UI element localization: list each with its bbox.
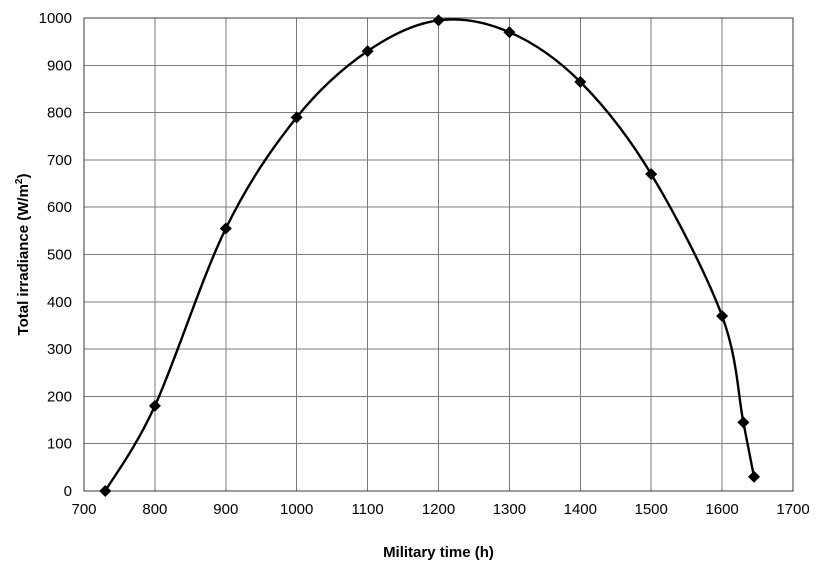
y-tick-label: 500	[47, 247, 72, 264]
x-tick-label: 1100	[351, 501, 383, 518]
x-tick-label: 1400	[564, 501, 597, 518]
data-point-marker	[432, 14, 445, 27]
x-axis-ticks: 700 800 900 1000 1100 1200 1300 1400 1500 1600 170…	[71, 501, 809, 518]
grid	[83, 17, 794, 492]
data-point-marker	[148, 399, 161, 412]
y-tick-label: 1000	[39, 10, 72, 27]
marker-group	[99, 14, 761, 497]
y-tick-label: 600	[47, 199, 72, 216]
series-line-group	[104, 18, 756, 493]
data-point-marker	[219, 222, 232, 235]
series-line	[104, 18, 756, 493]
y-axis-title-superscript: 2	[14, 178, 25, 184]
data-point-marker	[99, 485, 112, 497]
x-tick-label: 800	[142, 501, 167, 518]
x-tick-label: 700	[71, 501, 96, 518]
y-tick-label: 700	[47, 152, 72, 169]
x-tick-label: 900	[213, 501, 238, 518]
x-tick-label: 1500	[635, 501, 668, 518]
x-tick-label: 1200	[422, 501, 455, 518]
y-tick-label: 800	[47, 105, 72, 122]
y-tick-label: 100	[47, 436, 72, 453]
y-axis-ticks: 0 100 200 300 400 500 600 700 800 900 1000	[39, 10, 72, 500]
data-point-marker	[716, 309, 729, 322]
data-point-marker	[737, 416, 750, 429]
y-axis-title-main: Total irradiance (W/m	[15, 184, 32, 335]
x-tick-label: 1600	[705, 501, 738, 518]
x-axis-title: Military time (h)	[383, 544, 494, 561]
data-point-marker	[574, 75, 587, 88]
y-tick-label: 200	[47, 388, 72, 405]
y-tick-label: 0	[64, 483, 72, 500]
y-tick-label: 900	[47, 57, 72, 74]
y-axis-title: Total irradiance (W/m2)	[14, 174, 32, 336]
data-point-marker	[361, 45, 374, 58]
data-point-marker	[503, 26, 516, 39]
x-tick-label: 1300	[493, 501, 526, 518]
data-point-marker	[748, 470, 761, 483]
data-point-marker	[290, 111, 303, 124]
y-axis-title-suffix: )	[15, 174, 32, 179]
x-tick-label: 1000	[280, 501, 313, 518]
y-tick-label: 300	[47, 341, 72, 358]
x-tick-label: 1700	[776, 501, 809, 518]
y-tick-label: 400	[47, 294, 72, 311]
data-point-marker	[645, 168, 658, 181]
